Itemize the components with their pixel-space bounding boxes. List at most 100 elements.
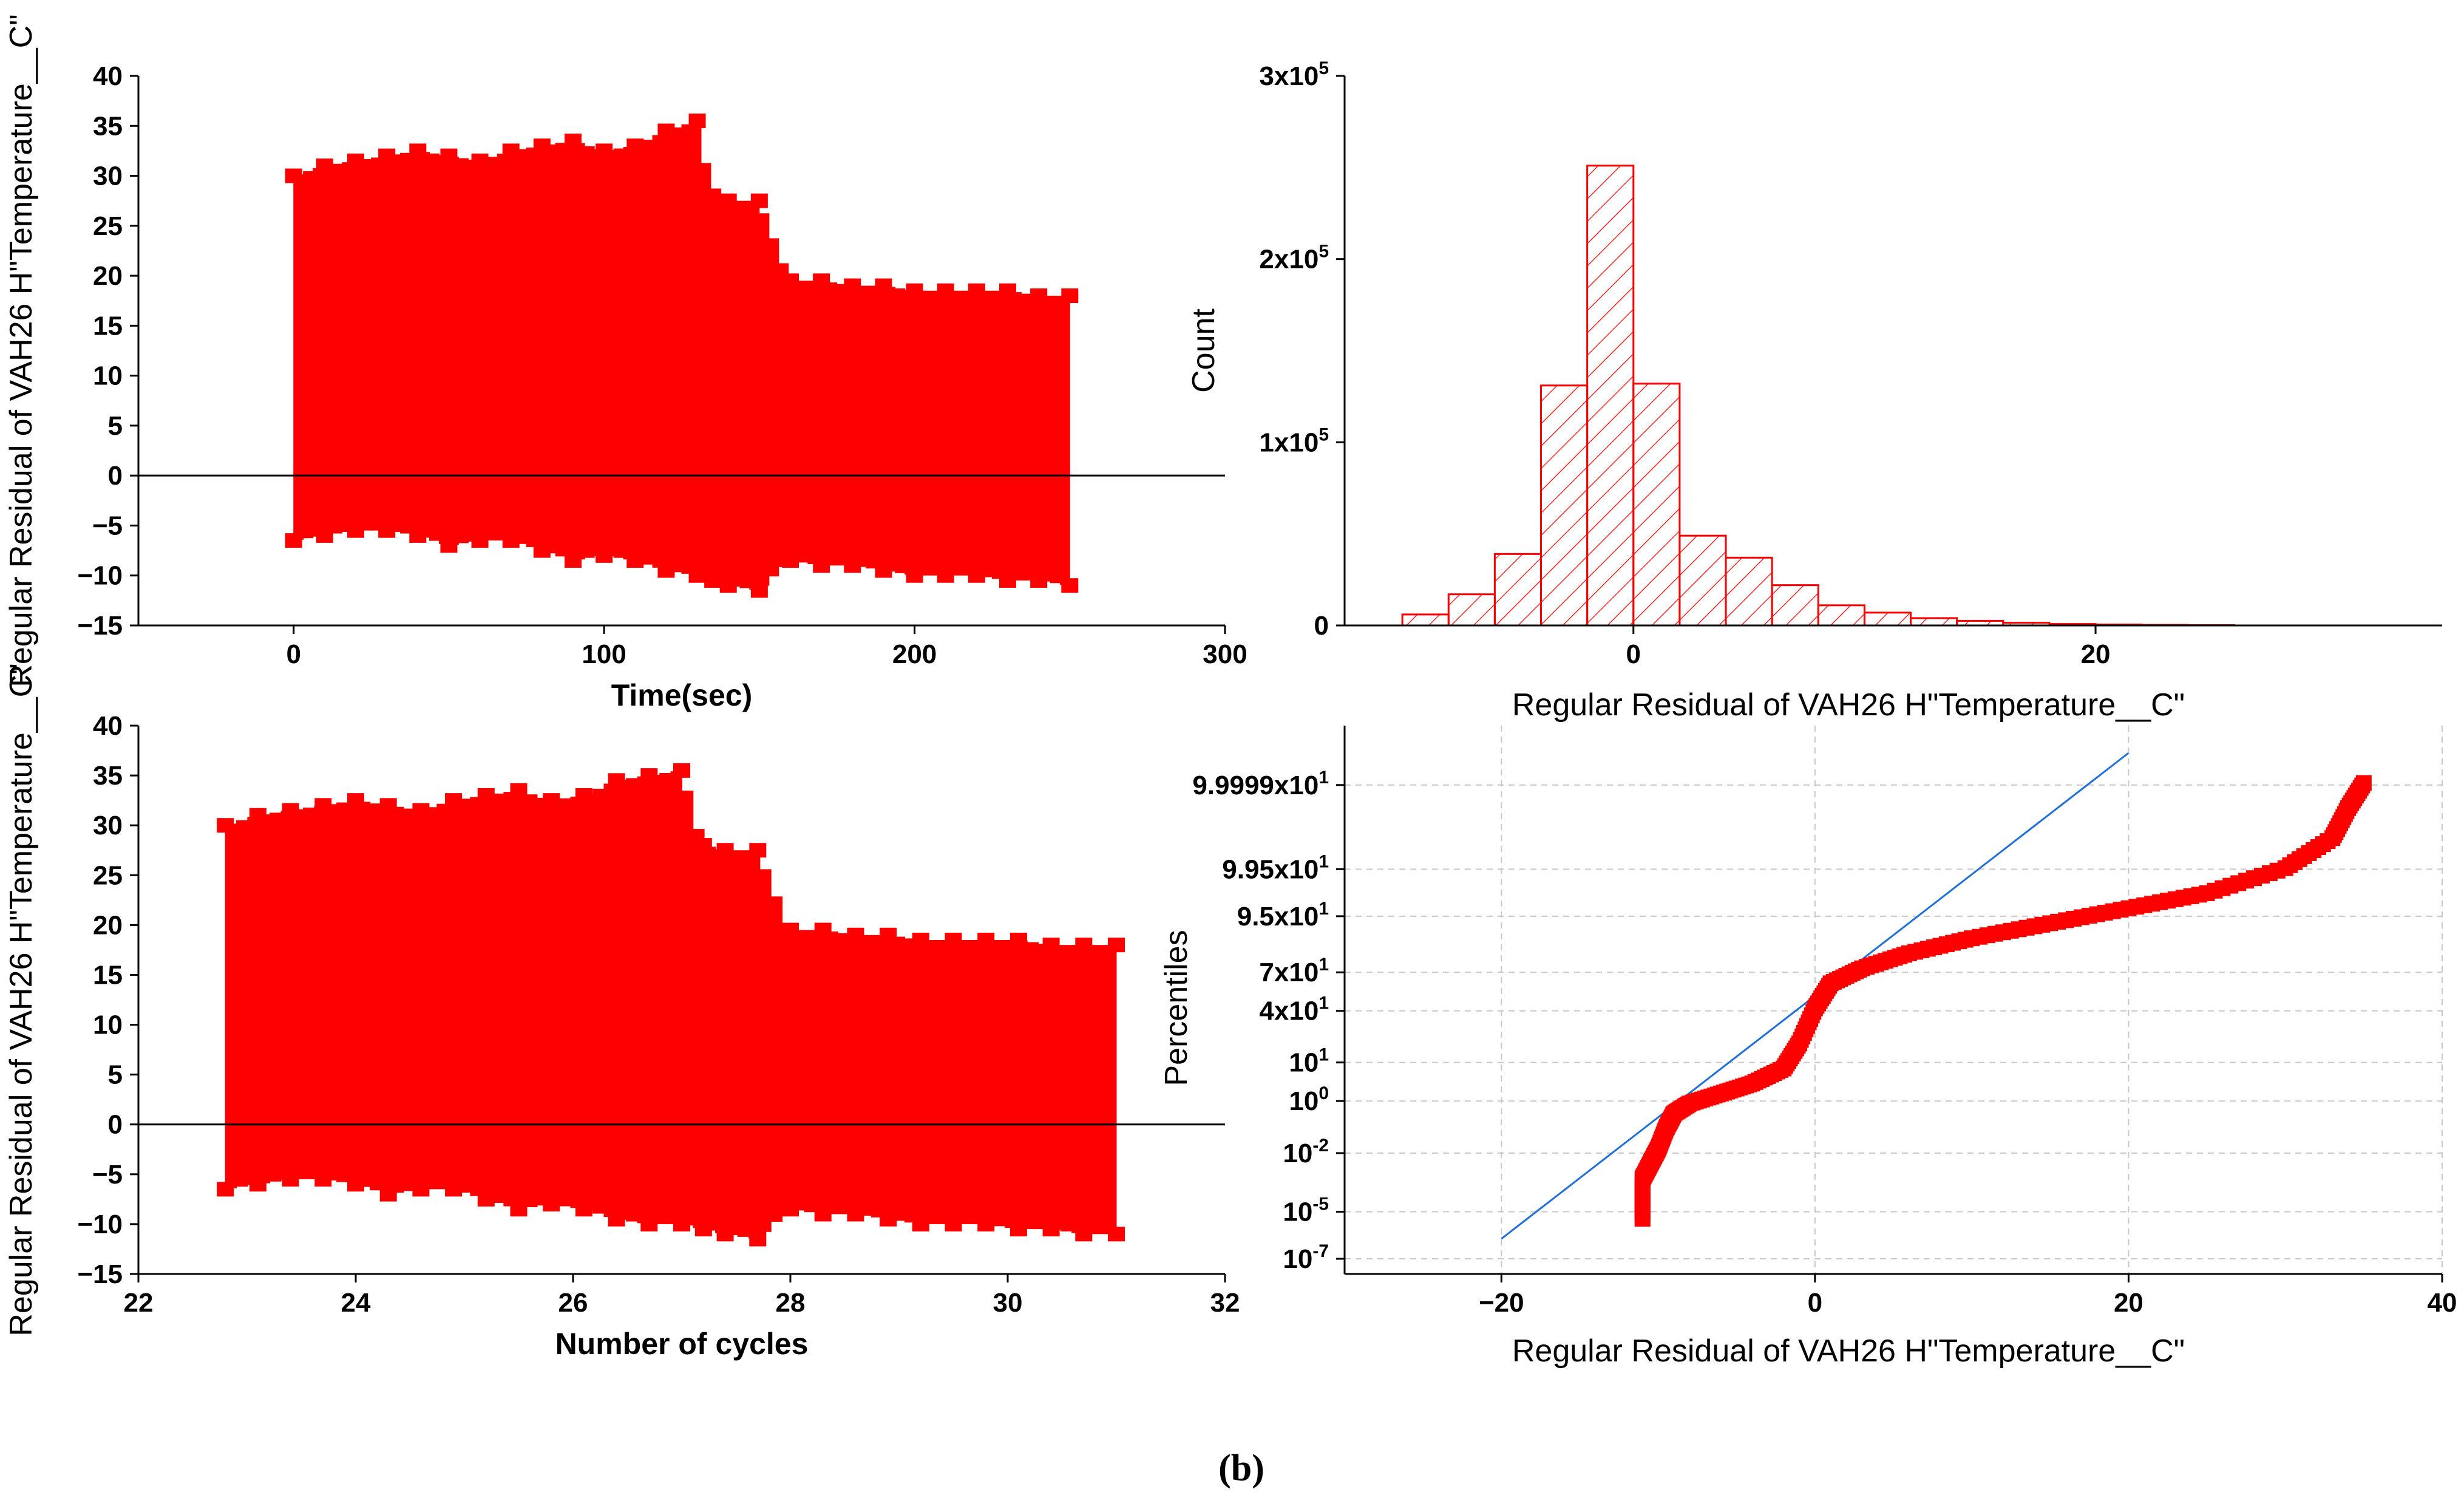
histogram-bar	[1540, 384, 1589, 627]
histogram-bar	[1725, 556, 1773, 627]
prob-x-tick-label: −20	[1479, 1288, 1524, 1318]
cycles-residual-strip	[1038, 944, 1050, 1230]
time-residual-strip	[613, 148, 624, 558]
cycles-residual-strip	[770, 896, 783, 1222]
time-residual-strip	[866, 285, 877, 569]
cycles-lower-point	[543, 1197, 560, 1212]
time-residual-strip	[506, 151, 517, 541]
cycles-upper-point	[640, 768, 658, 783]
time-residual-strip	[798, 281, 809, 563]
cycles-lower-point	[694, 1222, 712, 1237]
time-lower-point	[937, 568, 954, 583]
cycles-y-tick-label: 10	[93, 1010, 123, 1040]
time-residual-strip	[1059, 296, 1070, 585]
cycles-upper-point	[379, 798, 397, 813]
time-residual-strip	[322, 165, 333, 536]
cycles-upper-point	[217, 818, 234, 833]
prob-y-tick-label: 9.9999x101	[1192, 768, 1329, 800]
time-upper-point	[688, 114, 706, 129]
cycles-residual-strip	[436, 803, 449, 1190]
time-residual-strip	[516, 149, 527, 544]
cycles-residual-strip	[236, 820, 248, 1187]
time-residual-strip	[982, 290, 993, 577]
histogram-bar	[1910, 617, 1958, 627]
time-lower-point	[596, 548, 613, 563]
cycles-residual-strip	[291, 809, 304, 1180]
time-residual-strip	[710, 196, 721, 582]
time-lower-point	[813, 558, 830, 573]
time-upper-point	[875, 278, 892, 293]
cycles-lower-point	[314, 1172, 332, 1187]
cycles-upper-point	[477, 788, 495, 803]
cycles-residual-strip	[737, 850, 750, 1237]
time-y-tick-label: 20	[93, 261, 123, 291]
cycles-upper-point	[1075, 938, 1093, 953]
cycles-residual-strip	[826, 931, 838, 1214]
cycles-upper-point	[1108, 938, 1125, 953]
histogram-bar	[1678, 534, 1727, 627]
time-residual-strip	[701, 163, 711, 579]
cycles-y-tick-label: −10	[77, 1210, 123, 1239]
cycles-residual-strip	[347, 800, 359, 1184]
cycles-residual-strip	[303, 807, 315, 1180]
time-upper-point	[1030, 288, 1048, 303]
time-residual-strip	[691, 121, 702, 576]
cycles-residual-strip	[470, 797, 482, 1196]
time-upper-point	[533, 138, 551, 154]
cycles-y-tick-label: 35	[93, 761, 123, 791]
time-residual-strip	[914, 290, 925, 576]
hist-y-axis-title: Count	[1186, 308, 1221, 393]
hist-y-tick-label: 3x105	[1259, 58, 1329, 91]
cycles-residual-strip	[637, 776, 649, 1224]
time-lower-point	[704, 573, 722, 588]
time-upper-point	[999, 283, 1016, 298]
cycles-y-tick-label: −15	[77, 1259, 123, 1289]
cycles-lower-point	[412, 1182, 430, 1197]
cycles-upper-point	[847, 927, 864, 942]
prob-y-tick-label: 9.95x101	[1222, 851, 1329, 884]
cycles-y-axis-title: Regular Residual of VAH26 H"Temperature_…	[4, 663, 39, 1336]
histogram-bar	[1632, 383, 1681, 627]
time-residual-strip	[856, 285, 867, 567]
time-lower-point	[285, 533, 302, 548]
cycles-residual-strip	[370, 803, 382, 1191]
prob-x-tick-label: 20	[2114, 1288, 2143, 1318]
time-y-tick-label: 30	[93, 162, 123, 191]
histogram-bar	[1771, 584, 1819, 627]
time-residual-strip	[535, 146, 546, 551]
time-residual-strip	[642, 140, 653, 565]
time-residual-strip	[943, 290, 954, 576]
histogram-bar	[1863, 611, 1912, 627]
time-residual-strip	[555, 143, 566, 557]
time-residual-strip	[487, 157, 498, 541]
time-lower-point	[906, 568, 923, 583]
cycles-upper-point	[814, 922, 832, 938]
cycles-upper-point	[575, 788, 592, 803]
cycles-residual-strip	[960, 939, 972, 1224]
time-residual-strip	[574, 143, 585, 560]
cycles-residual-strip	[270, 812, 282, 1182]
time-residual-strip	[652, 135, 663, 568]
prob-y-tick-label: 9.5x101	[1237, 899, 1329, 931]
cycles-residual-strip	[704, 846, 716, 1231]
time-upper-point	[844, 278, 861, 293]
time-residual-strip	[458, 158, 469, 543]
cycles-residual-strip	[1071, 945, 1084, 1233]
hist-y-tick-label: 1x105	[1259, 424, 1329, 457]
time-residual-strip	[749, 200, 760, 590]
time-upper-point	[750, 193, 768, 208]
time-x-tick-label: 300	[1203, 639, 1247, 669]
cycles-upper-point	[880, 927, 897, 942]
time-residual-strip	[662, 130, 673, 571]
time-y-tick-label: 40	[93, 61, 123, 91]
time-residual-strip	[962, 290, 973, 576]
cycles-lower-point	[1042, 1222, 1060, 1237]
cycles-residual-strip	[726, 850, 738, 1236]
cycles-residual-strip	[982, 939, 994, 1225]
cycles-lower-point	[379, 1187, 397, 1202]
cycles-residual-strip	[714, 849, 727, 1233]
prob-y-tick-label: 4x101	[1259, 993, 1329, 1026]
time-residual-strip	[313, 168, 324, 537]
time-residual-strip	[671, 127, 682, 573]
time-residual-strip	[545, 144, 556, 554]
